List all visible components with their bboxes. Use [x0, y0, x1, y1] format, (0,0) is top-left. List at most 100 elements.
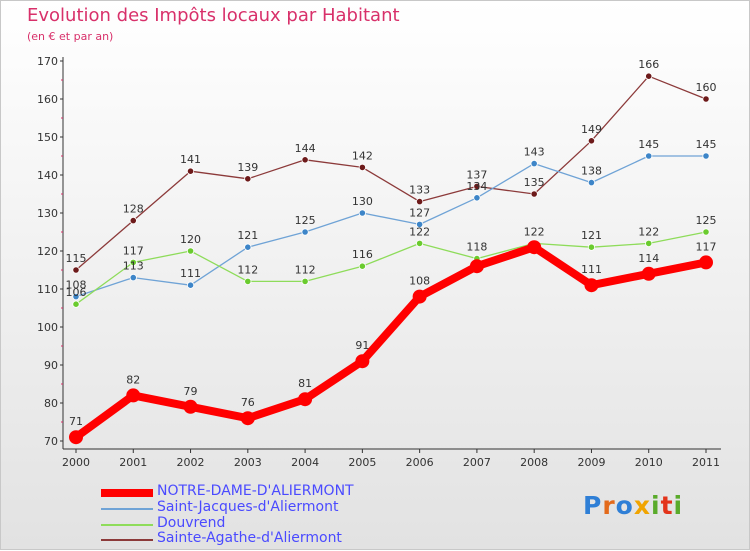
series-point-2 [358, 262, 366, 270]
series-point-3 [645, 72, 653, 80]
y-tick-label: 130 [37, 207, 58, 220]
series-point-3 [129, 217, 137, 225]
logo-letter: i [651, 491, 661, 520]
series-point-0 [355, 354, 370, 369]
data-label: 128 [123, 203, 144, 216]
data-label: 118 [466, 241, 487, 254]
legend-swatch-notre-dame [101, 489, 153, 497]
legend-label-sainte-agathe: Sainte-Agathe-d'Aliermont [157, 530, 342, 546]
data-label: 116 [352, 248, 373, 261]
series-point-3 [530, 190, 538, 198]
logo-letter: t [660, 491, 674, 520]
data-label: 149 [581, 123, 602, 136]
series-point-0 [699, 255, 713, 270]
series-point-1 [301, 228, 309, 236]
data-label: 142 [352, 149, 373, 162]
proxiti-logo: Proxiti [583, 491, 683, 520]
series-point-3 [416, 198, 424, 206]
y-tick-label: 110 [37, 283, 58, 296]
logo-letter: o [615, 491, 634, 520]
series-point-2 [186, 247, 195, 255]
data-label: 130 [352, 195, 373, 208]
x-tick-label: 2010 [635, 456, 663, 469]
series-point-2 [301, 277, 309, 285]
data-label: 114 [638, 252, 659, 265]
data-label: 79 [184, 385, 198, 398]
data-label: 137 [466, 168, 487, 181]
series-point-2 [244, 277, 252, 285]
series-point-0 [126, 388, 141, 403]
chart-title: Evolution des Impôts locaux par Habitant [27, 5, 400, 26]
series-point-1 [416, 220, 424, 228]
y-tick-label: 80 [44, 397, 58, 410]
series-point-2 [702, 228, 710, 236]
x-tick-label: 2000 [62, 456, 90, 469]
x-tick-label: 2008 [520, 456, 548, 469]
x-tick-label: 2006 [406, 456, 434, 469]
data-label: 111 [180, 267, 201, 280]
x-tick-label: 2001 [119, 456, 147, 469]
logo-letter: P [583, 491, 603, 520]
series-point-0 [412, 289, 427, 304]
series-point-3 [301, 156, 309, 164]
data-label: 125 [696, 214, 717, 227]
data-label: 160 [696, 81, 717, 94]
logo-letter: i [673, 491, 684, 520]
x-tick-label: 2002 [177, 456, 205, 469]
data-label: 108 [66, 279, 87, 292]
series-point-0 [641, 266, 656, 281]
legend-label-douvrend: Douvrend [157, 515, 226, 531]
data-label: 106 [66, 286, 87, 299]
series-point-0 [298, 392, 313, 407]
data-label: 143 [524, 146, 545, 159]
series-point-3 [72, 266, 80, 274]
x-tick-label: 2011 [692, 456, 720, 469]
data-label: 121 [581, 229, 602, 242]
series-point-2 [72, 300, 80, 308]
data-label: 122 [524, 225, 545, 238]
series-point-2 [587, 243, 596, 251]
y-tick-label: 90 [44, 359, 58, 372]
data-label: 139 [237, 161, 258, 174]
series-line-1 [75, 155, 707, 298]
series-point-1 [473, 194, 481, 202]
x-tick-label: 2009 [577, 456, 605, 469]
data-label: 141 [180, 153, 201, 166]
data-label: 145 [638, 138, 659, 151]
data-label: 144 [295, 142, 316, 155]
series-line-3 [75, 75, 707, 271]
data-label: 120 [180, 233, 201, 246]
chart-subtitle: (en € et par an) [27, 30, 114, 43]
data-label: 113 [123, 260, 144, 273]
series-point-0 [527, 240, 542, 255]
data-label: 138 [581, 165, 602, 178]
series-point-3 [473, 182, 481, 190]
data-label: 112 [295, 263, 316, 276]
series-point-3 [244, 175, 252, 183]
y-tick-label: 70 [44, 435, 58, 448]
series-point-1 [129, 273, 137, 282]
series-point-1 [186, 281, 195, 289]
y-tick-label: 170 [37, 55, 58, 68]
x-tick-label: 2005 [348, 456, 376, 469]
series-point-2 [645, 239, 653, 247]
series-point-2 [129, 258, 137, 266]
data-label: 133 [409, 184, 430, 197]
y-tick-label: 120 [37, 245, 58, 258]
legend-swatch-saint-jacques [101, 508, 153, 510]
data-label: 134 [466, 180, 487, 193]
y-tick-label: 140 [37, 169, 58, 182]
data-label: 117 [696, 240, 717, 253]
series-point-1 [702, 152, 710, 160]
data-label: 135 [524, 176, 545, 189]
data-label: 117 [123, 244, 144, 257]
data-label: 122 [638, 225, 659, 238]
data-label: 127 [409, 206, 430, 219]
series-line-0 [72, 243, 710, 442]
data-label: 145 [696, 138, 717, 151]
series-point-3 [587, 137, 596, 145]
legend-swatch-sainte-agathe [101, 539, 153, 541]
series-point-0 [240, 411, 255, 426]
